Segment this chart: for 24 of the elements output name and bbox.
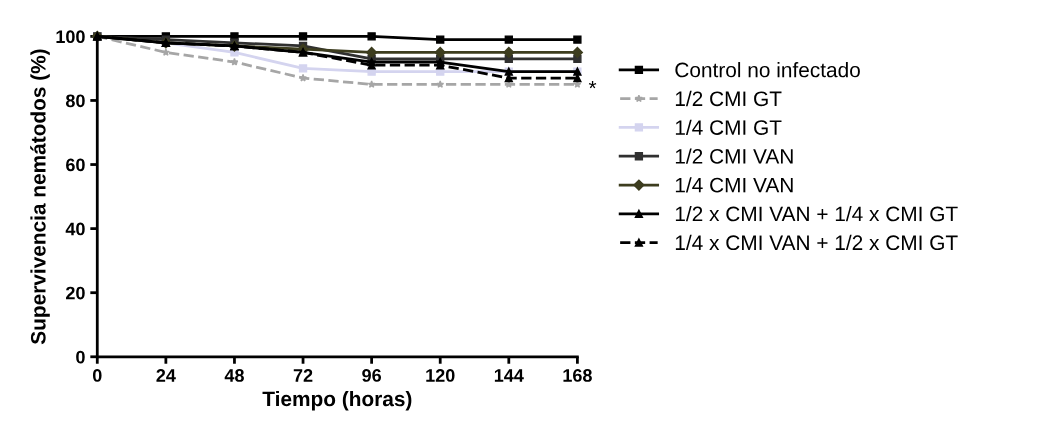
x-tick-label: 144 bbox=[494, 369, 524, 382]
legend-label: 1/4 CMI VAN bbox=[675, 177, 793, 193]
legend-label: 1/4 CMI GT bbox=[675, 119, 782, 135]
legend-label: 1/2 CMI VAN bbox=[675, 148, 793, 164]
legend-label: Control no infectado bbox=[675, 62, 860, 78]
legend-label: 1/2 CMI GT bbox=[675, 90, 782, 107]
legend-label: 1/2 x CMI VAN + 1/4 x CMI GT bbox=[675, 206, 958, 222]
annotation: * bbox=[588, 81, 597, 89]
y-tick-label: 0 bbox=[76, 350, 85, 364]
x-tick-label: 96 bbox=[362, 369, 382, 382]
y-tick-label: 20 bbox=[66, 286, 85, 300]
x-axis-title: Tiempo (horas) bbox=[262, 390, 412, 411]
x-tick-label: 24 bbox=[156, 369, 176, 382]
x-tick-label: 48 bbox=[224, 369, 244, 382]
legend-label: 1/4 x CMI VAN + 1/2 x CMI GT bbox=[675, 234, 958, 251]
y-tick-label: 60 bbox=[66, 158, 85, 172]
y-tick-label: 80 bbox=[65, 94, 85, 108]
x-tick-label: 0 bbox=[92, 369, 102, 382]
x-tick-label: 120 bbox=[426, 369, 455, 382]
y-axis-title: Supervivencia nemátodos (%) bbox=[30, 49, 50, 345]
y-tick-label: 100 bbox=[56, 30, 85, 44]
y-tick-label: 40 bbox=[65, 222, 85, 236]
x-tick-label: 72 bbox=[293, 369, 313, 382]
x-tick-label: 168 bbox=[563, 369, 592, 382]
